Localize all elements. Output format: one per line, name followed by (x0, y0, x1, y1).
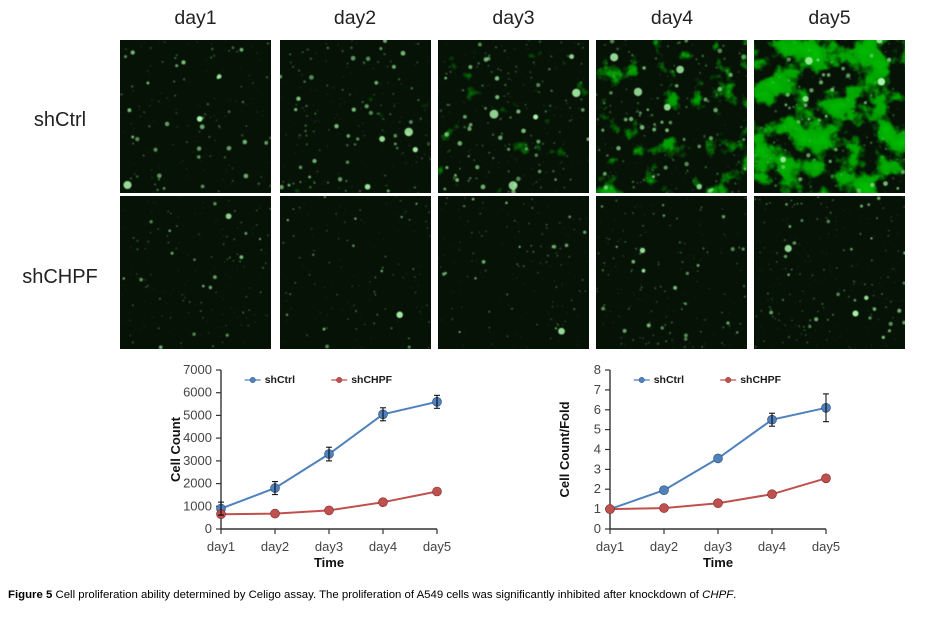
svg-text:day5: day5 (423, 539, 451, 554)
svg-text:7: 7 (594, 382, 601, 397)
svg-text:shCtrl: shCtrl (654, 374, 684, 386)
svg-text:3: 3 (594, 461, 601, 476)
svg-text:3000: 3000 (183, 453, 212, 468)
svg-text:Cell Count/Fold: Cell Count/Fold (557, 401, 572, 497)
svg-text:day2: day2 (261, 539, 289, 554)
svg-text:0: 0 (594, 521, 601, 536)
svg-text:0: 0 (205, 521, 212, 536)
svg-text:Time: Time (314, 555, 344, 569)
svg-text:day3: day3 (315, 539, 343, 554)
svg-text:day2: day2 (650, 539, 678, 554)
svg-text:8: 8 (594, 362, 601, 377)
svg-text:shCHPF: shCHPF (740, 374, 781, 386)
svg-text:6000: 6000 (183, 385, 212, 400)
svg-text:shCHPF: shCHPF (351, 374, 392, 386)
svg-text:2: 2 (594, 481, 601, 496)
svg-text:6: 6 (594, 402, 601, 417)
svg-text:day4: day4 (369, 539, 397, 554)
svg-text:1: 1 (594, 501, 601, 516)
svg-text:day1: day1 (207, 539, 235, 554)
svg-text:Time: Time (703, 555, 733, 569)
svg-text:day3: day3 (704, 539, 732, 554)
svg-text:Cell Count: Cell Count (168, 416, 183, 482)
svg-text:5000: 5000 (183, 407, 212, 422)
svg-text:4000: 4000 (183, 430, 212, 445)
svg-text:shCtrl: shCtrl (265, 374, 295, 386)
svg-text:4: 4 (594, 442, 601, 457)
svg-text:day5: day5 (812, 539, 840, 554)
svg-text:1000: 1000 (183, 498, 212, 513)
svg-text:day1: day1 (596, 539, 624, 554)
svg-text:5: 5 (594, 422, 601, 437)
svg-text:2000: 2000 (183, 476, 212, 491)
svg-text:day4: day4 (758, 539, 786, 554)
svg-text:7000: 7000 (183, 362, 212, 377)
